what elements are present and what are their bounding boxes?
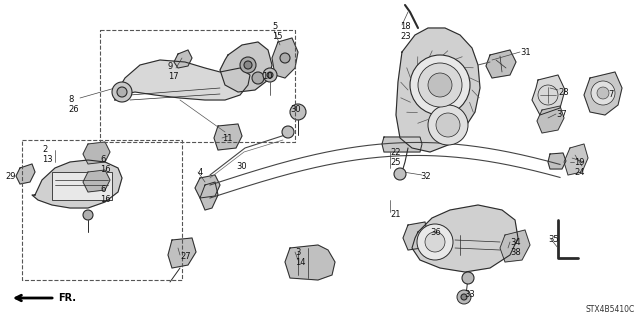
Circle shape (117, 87, 127, 97)
Circle shape (252, 72, 264, 84)
Circle shape (240, 57, 256, 73)
Text: 5
15: 5 15 (272, 22, 282, 41)
Circle shape (290, 104, 306, 120)
Polygon shape (500, 230, 530, 262)
Text: 35: 35 (548, 235, 559, 244)
Circle shape (436, 113, 460, 137)
Polygon shape (115, 60, 250, 100)
Text: 8
26: 8 26 (68, 95, 79, 114)
Polygon shape (16, 164, 35, 184)
Text: 4: 4 (198, 168, 204, 177)
Polygon shape (195, 175, 220, 198)
Polygon shape (486, 50, 516, 78)
Polygon shape (532, 75, 565, 115)
Circle shape (267, 72, 273, 78)
Circle shape (425, 232, 445, 252)
Text: 9
17: 9 17 (168, 62, 179, 81)
Polygon shape (200, 182, 218, 210)
Text: 27: 27 (180, 252, 191, 261)
Polygon shape (584, 72, 622, 115)
Circle shape (263, 68, 277, 82)
Circle shape (410, 55, 470, 115)
Circle shape (244, 61, 252, 69)
Circle shape (418, 63, 462, 107)
Circle shape (462, 272, 474, 284)
Text: 19
24: 19 24 (574, 158, 584, 177)
Text: 28: 28 (558, 88, 568, 97)
Polygon shape (220, 42, 272, 92)
Text: 6
16: 6 16 (100, 155, 111, 174)
Text: FR.: FR. (58, 293, 76, 303)
Text: 18
23: 18 23 (400, 22, 411, 41)
Text: 11: 11 (222, 134, 232, 143)
Text: 3
14: 3 14 (295, 248, 305, 267)
Polygon shape (403, 222, 428, 250)
Polygon shape (548, 153, 566, 169)
Polygon shape (32, 160, 122, 208)
Circle shape (597, 87, 609, 99)
Text: 21: 21 (390, 210, 401, 219)
Bar (52, 172, 112, 200)
Text: 6
16: 6 16 (100, 185, 111, 204)
Bar (22, 140, 182, 280)
Circle shape (428, 105, 468, 145)
Polygon shape (396, 28, 480, 152)
Circle shape (461, 294, 467, 300)
Text: 30: 30 (236, 162, 246, 171)
Circle shape (83, 210, 93, 220)
Polygon shape (272, 38, 298, 78)
Text: 36: 36 (430, 228, 441, 237)
Circle shape (457, 290, 471, 304)
Text: 32: 32 (420, 172, 431, 181)
Text: 37: 37 (556, 110, 567, 119)
Polygon shape (285, 245, 335, 280)
Text: 34
38: 34 38 (510, 238, 521, 257)
Polygon shape (174, 50, 192, 68)
Text: 22
25: 22 25 (390, 148, 401, 167)
Circle shape (394, 168, 406, 180)
Bar (100, 30, 295, 142)
Circle shape (112, 82, 132, 102)
Text: 31: 31 (520, 48, 531, 57)
Polygon shape (412, 205, 518, 272)
Polygon shape (537, 106, 564, 133)
Polygon shape (382, 137, 422, 152)
Circle shape (280, 53, 290, 63)
Polygon shape (83, 170, 110, 192)
Polygon shape (83, 142, 110, 164)
Text: 2
13: 2 13 (42, 145, 52, 164)
Text: 33: 33 (464, 290, 475, 299)
Circle shape (591, 81, 615, 105)
Text: 7: 7 (608, 90, 613, 99)
Circle shape (428, 73, 452, 97)
Polygon shape (214, 124, 242, 150)
Circle shape (282, 126, 294, 138)
Text: 10: 10 (262, 72, 273, 81)
Polygon shape (564, 144, 588, 175)
Text: 30: 30 (290, 105, 301, 114)
Text: 29: 29 (5, 172, 15, 181)
Polygon shape (168, 238, 196, 268)
Text: STX4B5410C: STX4B5410C (586, 305, 635, 314)
Circle shape (417, 224, 453, 260)
